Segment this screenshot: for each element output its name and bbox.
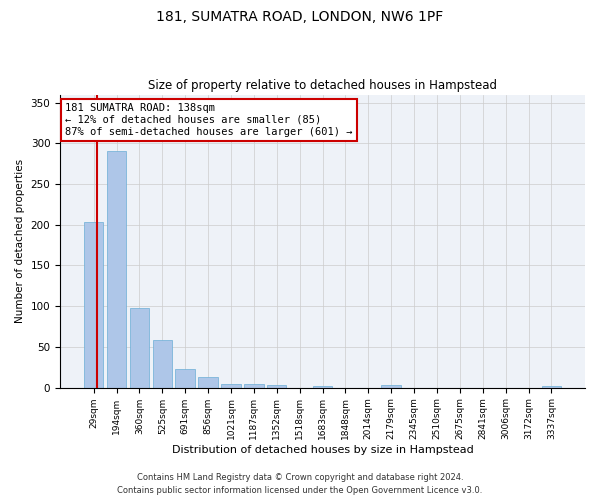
- Bar: [84, 222, 103, 388]
- Bar: [382, 385, 401, 388]
- Bar: [107, 150, 126, 388]
- Text: Contains HM Land Registry data © Crown copyright and database right 2024.
Contai: Contains HM Land Registry data © Crown c…: [118, 474, 482, 495]
- Bar: [244, 384, 263, 388]
- Bar: [152, 340, 172, 388]
- Bar: [221, 384, 241, 388]
- Bar: [542, 386, 561, 388]
- Bar: [313, 386, 332, 388]
- Title: Size of property relative to detached houses in Hampstead: Size of property relative to detached ho…: [148, 79, 497, 92]
- Bar: [130, 308, 149, 388]
- Bar: [199, 377, 218, 388]
- Text: 181 SUMATRA ROAD: 138sqm
← 12% of detached houses are smaller (85)
87% of semi-d: 181 SUMATRA ROAD: 138sqm ← 12% of detach…: [65, 104, 353, 136]
- Y-axis label: Number of detached properties: Number of detached properties: [15, 159, 25, 323]
- Bar: [267, 385, 286, 388]
- Text: 181, SUMATRA ROAD, LONDON, NW6 1PF: 181, SUMATRA ROAD, LONDON, NW6 1PF: [157, 10, 443, 24]
- Bar: [175, 369, 195, 388]
- X-axis label: Distribution of detached houses by size in Hampstead: Distribution of detached houses by size …: [172, 445, 473, 455]
